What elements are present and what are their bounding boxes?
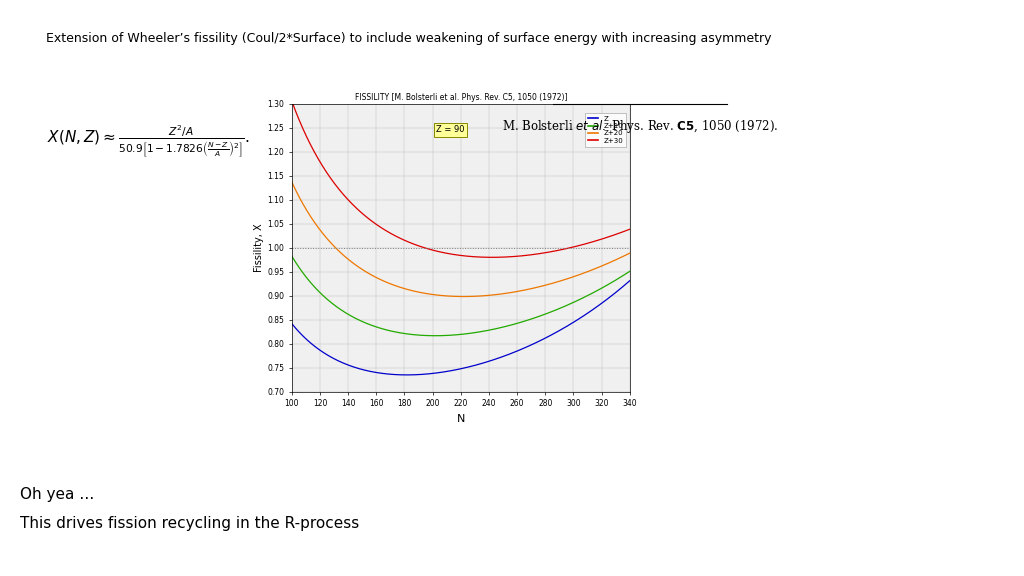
Z+10 bbox=[429, 332, 441, 339]
Z+30 bbox=[434, 249, 446, 256]
Text: $X(N, Z) \approx \frac{Z^2/A}{50.9\left[1 - 1.7826\left(\frac{N-Z}{A}\right)^2\r: $X(N, Z) \approx \frac{Z^2/A}{50.9\left[… bbox=[47, 123, 250, 159]
Z bbox=[550, 329, 562, 336]
Text: This drives fission recycling in the R-process: This drives fission recycling in the R-p… bbox=[20, 516, 359, 530]
Z+10 bbox=[422, 332, 434, 339]
Z+20 bbox=[624, 249, 636, 256]
Line: Z+10: Z+10 bbox=[292, 256, 630, 336]
Z bbox=[518, 344, 530, 351]
Z bbox=[321, 351, 333, 358]
Z bbox=[435, 369, 447, 376]
Z+30 bbox=[321, 169, 333, 176]
Text: Extension of Wheeler’s fissility (Coul/2*Surface) to include weakening of surfac: Extension of Wheeler’s fissility (Coul/2… bbox=[46, 32, 771, 45]
Z+20 bbox=[321, 234, 333, 241]
Title: FISSILITY [M. Bolsterli et al. Phys. Rev. C5, 1050 (1972)]: FISSILITY [M. Bolsterli et al. Phys. Rev… bbox=[354, 93, 567, 101]
Z+20 bbox=[518, 287, 530, 294]
Line: Z: Z bbox=[292, 281, 630, 375]
Z+30 bbox=[518, 252, 530, 259]
Z+30 bbox=[550, 247, 562, 254]
Z+20 bbox=[556, 277, 568, 284]
Text: Z = 90: Z = 90 bbox=[436, 125, 465, 134]
Z+30 bbox=[486, 254, 499, 261]
X-axis label: N: N bbox=[457, 414, 465, 424]
Z+20 bbox=[286, 179, 298, 185]
Z bbox=[556, 326, 568, 333]
Z bbox=[624, 277, 636, 284]
Text: fini: fini bbox=[907, 490, 992, 532]
Z+10 bbox=[518, 318, 530, 325]
Z+10 bbox=[286, 253, 298, 260]
Z+10 bbox=[624, 268, 636, 275]
Z+10 bbox=[435, 332, 447, 339]
Line: Z+20: Z+20 bbox=[292, 182, 630, 297]
Z+20 bbox=[458, 293, 470, 300]
Z+30 bbox=[422, 245, 434, 252]
Z+10 bbox=[556, 304, 568, 311]
Z bbox=[423, 370, 435, 377]
Z bbox=[286, 320, 298, 327]
Z bbox=[400, 372, 413, 378]
Z+10 bbox=[321, 295, 333, 302]
Z+10 bbox=[550, 306, 562, 313]
Legend: Z, Z+10, Z+20, Z+30: Z, Z+10, Z+20, Z+30 bbox=[585, 113, 627, 147]
Z+20 bbox=[550, 279, 562, 286]
Z+20 bbox=[422, 290, 434, 297]
Line: Z+30: Z+30 bbox=[292, 101, 630, 257]
Z+30 bbox=[286, 98, 298, 105]
Z+30 bbox=[624, 226, 636, 233]
Z+20 bbox=[434, 292, 446, 299]
Text: M. Bolsterli $\it{et\ al.}$ Phys. Rev. $\mathbf{C5}$, 1050 (1972).: M. Bolsterli $\it{et\ al.}$ Phys. Rev. $… bbox=[502, 118, 778, 135]
Y-axis label: Fissility, X: Fissility, X bbox=[254, 223, 264, 272]
Text: Oh yea …: Oh yea … bbox=[20, 487, 95, 502]
Z+30 bbox=[556, 246, 568, 253]
Text: 41: 41 bbox=[984, 551, 996, 560]
